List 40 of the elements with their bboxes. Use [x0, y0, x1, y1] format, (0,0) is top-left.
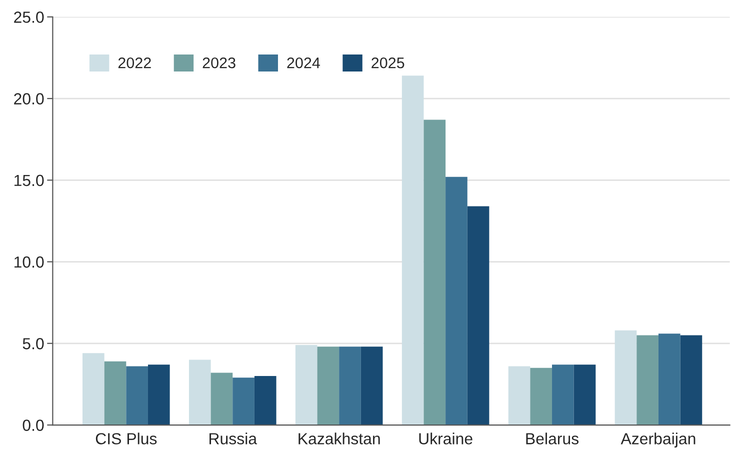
bar: [210, 372, 233, 426]
bar: [104, 361, 126, 426]
bar: [680, 335, 702, 426]
bar: [82, 353, 104, 426]
bar: [295, 345, 318, 426]
bar: [508, 366, 530, 426]
y-tick-label: 10.0: [14, 256, 44, 268]
bar: [467, 206, 490, 426]
bar: [317, 346, 340, 426]
x-tick-label: Azerbaijan: [620, 432, 696, 448]
y-tick-label: 5.0: [22, 338, 44, 350]
bar: [232, 378, 254, 426]
bar: [658, 334, 680, 426]
bar: [530, 368, 552, 426]
legend-label: 2024: [287, 57, 320, 68]
x-tick-label: Ukraine: [419, 432, 472, 444]
x-tick-label: Belarus: [526, 432, 579, 444]
bar: [254, 376, 276, 426]
bar: [148, 364, 170, 426]
bar: [552, 364, 574, 426]
bar: [339, 346, 361, 426]
bar: [636, 335, 658, 426]
legend-label: 2022: [118, 57, 151, 68]
legend-label: 2023: [202, 57, 236, 68]
bar: [188, 360, 211, 426]
y-tick-label: 20.0: [14, 93, 44, 104]
legend-label: 2025: [372, 57, 404, 68]
x-tick-label: CIS Plus: [96, 432, 157, 444]
x-tick-label: Russia: [210, 432, 258, 444]
y-tick-label: 25.0: [14, 12, 44, 23]
bar: [424, 120, 446, 426]
x-tick-label: Kazakhstan: [298, 432, 380, 444]
bar: [614, 330, 637, 426]
bar: [402, 76, 424, 426]
bar: [126, 366, 148, 426]
y-tick-label: 15.0: [14, 174, 44, 186]
bar: [574, 364, 596, 426]
bar: [446, 176, 468, 426]
y-tick-label: 0.0: [22, 420, 44, 431]
bar: [360, 346, 383, 426]
